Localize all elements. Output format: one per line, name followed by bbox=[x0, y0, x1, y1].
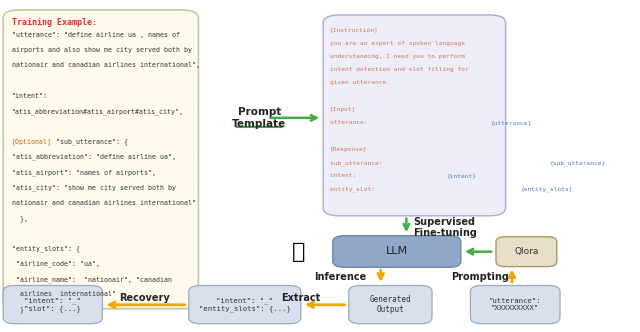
FancyBboxPatch shape bbox=[349, 286, 432, 324]
Text: [Optional]: [Optional] bbox=[12, 138, 51, 145]
Text: "intent": "_"
"slot": {...}: "intent": "_" "slot": {...} bbox=[24, 297, 81, 312]
Text: "atis_airport": "names of airports",: "atis_airport": "names of airports", bbox=[12, 169, 156, 176]
Text: intent:: intent: bbox=[330, 173, 360, 178]
Text: sub_utterance:: sub_utterance: bbox=[330, 160, 386, 166]
Text: Supervised
Fine-tuning: Supervised Fine-tuning bbox=[413, 216, 477, 238]
Text: Prompt
Template: Prompt Template bbox=[232, 107, 286, 129]
Text: Prompting: Prompting bbox=[451, 272, 509, 282]
FancyBboxPatch shape bbox=[496, 237, 557, 267]
Text: Inference: Inference bbox=[314, 272, 367, 282]
Text: Training Example:: Training Example: bbox=[12, 18, 97, 27]
FancyBboxPatch shape bbox=[3, 286, 102, 324]
Text: {entity_slots}: {entity_slots} bbox=[520, 187, 572, 192]
FancyBboxPatch shape bbox=[323, 15, 506, 216]
Text: [Instruction]: [Instruction] bbox=[330, 27, 378, 32]
Text: entity_slot:: entity_slot: bbox=[330, 187, 378, 192]
FancyBboxPatch shape bbox=[470, 286, 560, 324]
Text: "atis_abbreviation#atis_airport#atis_city",: "atis_abbreviation#atis_airport#atis_cit… bbox=[12, 108, 184, 115]
Text: 🤖: 🤖 bbox=[292, 242, 305, 262]
Text: {intent}: {intent} bbox=[447, 173, 477, 178]
Text: "atis_abbreviation": "define airline ua",: "atis_abbreviation": "define airline ua"… bbox=[12, 154, 175, 160]
Text: nationair and canadian airlines international",: nationair and canadian airlines internat… bbox=[12, 62, 200, 68]
FancyBboxPatch shape bbox=[3, 10, 198, 309]
Text: Recovery: Recovery bbox=[118, 293, 170, 303]
Text: [Input]: [Input] bbox=[330, 107, 356, 112]
Text: nationair and canadian airlines international": nationair and canadian airlines internat… bbox=[12, 200, 196, 206]
Text: },: }, bbox=[12, 215, 28, 221]
Text: "intent":: "intent": bbox=[12, 93, 47, 99]
Text: [Response]: [Response] bbox=[330, 147, 367, 152]
FancyBboxPatch shape bbox=[333, 236, 461, 267]
FancyBboxPatch shape bbox=[189, 286, 301, 324]
Text: "sub_utterance": {: "sub_utterance": { bbox=[52, 138, 129, 145]
Text: "atis_city": "show me city served both by: "atis_city": "show me city served both b… bbox=[12, 184, 175, 191]
Text: Generated
Output: Generated Output bbox=[369, 295, 412, 314]
Text: you are an expert of spoken language: you are an expert of spoken language bbox=[330, 41, 465, 45]
Text: given utterance.: given utterance. bbox=[330, 80, 390, 85]
Text: "entity_slots": {: "entity_slots": { bbox=[12, 245, 79, 252]
Text: }: } bbox=[12, 306, 24, 313]
Text: intent detection and slot filling for: intent detection and slot filling for bbox=[330, 67, 468, 72]
Text: airlines  international": airlines international" bbox=[12, 291, 115, 297]
Text: "airline_code": "ua",: "airline_code": "ua", bbox=[12, 261, 100, 267]
Text: airports and also show me city served both by: airports and also show me city served bo… bbox=[12, 47, 191, 53]
Text: Extract: Extract bbox=[281, 293, 321, 303]
Text: utterance:: utterance: bbox=[330, 120, 371, 125]
Text: {sub_utterance}: {sub_utterance} bbox=[549, 160, 605, 166]
Text: "airline_name":  "nationair", "canadian: "airline_name": "nationair", "canadian bbox=[12, 276, 172, 283]
Text: {utterance}: {utterance} bbox=[491, 120, 532, 125]
Text: LLM: LLM bbox=[386, 246, 408, 257]
Text: "utterance":
"XXXXXXXXX": "utterance": "XXXXXXXXX" bbox=[489, 298, 541, 311]
Text: Qlora: Qlora bbox=[514, 247, 539, 256]
Text: "intent": "_"
"entity_slots": {...}: "intent": "_" "entity_slots": {...} bbox=[199, 297, 291, 312]
Text: "utterance": "define airline ua , names of: "utterance": "define airline ua , names … bbox=[12, 32, 179, 38]
Text: understanding, I need you to perform: understanding, I need you to perform bbox=[330, 54, 465, 59]
